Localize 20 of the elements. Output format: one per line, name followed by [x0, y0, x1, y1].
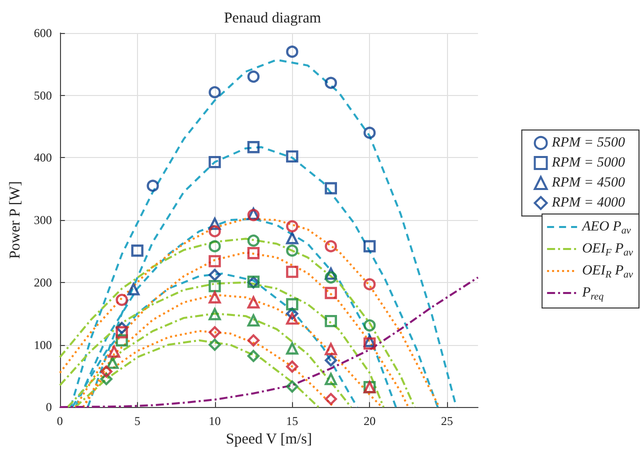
chart-title: Penaud diagram — [224, 10, 322, 26]
y-tick-label: 300 — [34, 213, 52, 228]
legend-label: RPM = 4500 — [550, 176, 626, 190]
y-tick-label: 100 — [34, 338, 52, 352]
y-tick-label: 200 — [34, 275, 52, 290]
x-tick-label: 5 — [134, 414, 140, 428]
x-tick-label: 25 — [441, 414, 454, 428]
x-axis-title: Speed V [m/s] — [226, 432, 312, 448]
y-tick-label: 500 — [34, 88, 52, 102]
y-tick-label: 600 — [34, 26, 52, 40]
y-axis-title: Power P [W] — [8, 181, 24, 259]
x-tick-label: 20 — [364, 414, 376, 428]
x-tick-label: 15 — [286, 414, 298, 428]
x-tick-label: 0 — [56, 414, 63, 428]
legend-label: RPM = 5500 — [550, 136, 626, 150]
legend-label: RPM = 4000 — [550, 196, 626, 210]
y-tick-label: 0 — [46, 400, 52, 414]
y-tick-label: 400 — [34, 150, 52, 165]
legend-label: RPM = 5000 — [550, 156, 626, 170]
x-tick-label: 10 — [208, 414, 221, 428]
